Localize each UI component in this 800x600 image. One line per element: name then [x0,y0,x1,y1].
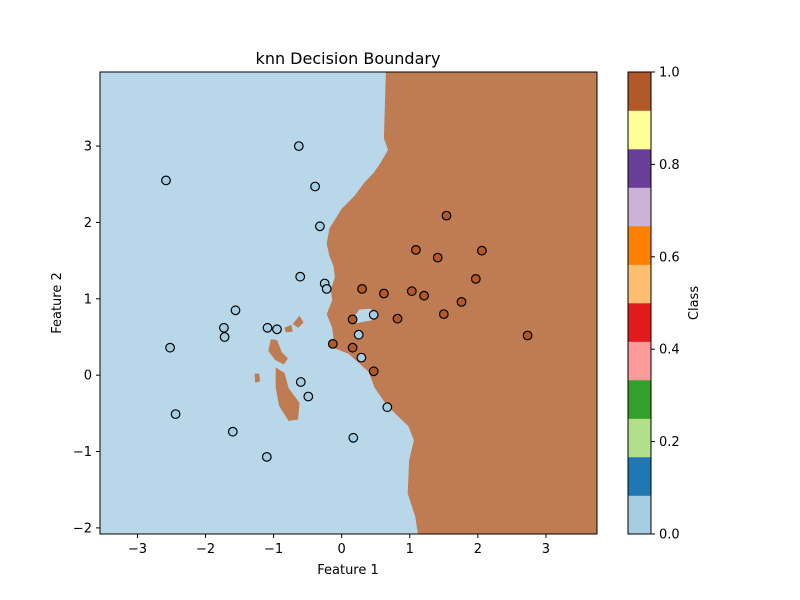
class0-point [293,141,304,152]
class0-point [310,181,321,192]
class1-point [379,288,389,299]
colorbar-tick-label: 0.8 [659,158,680,173]
colorbar-segment [628,380,651,419]
colorbar-segment [628,264,651,304]
colorbar-label: Class [687,286,702,320]
class1-point [470,274,481,284]
class0-point [295,377,306,387]
y-axis-label: Feature 2 [50,272,65,334]
class0-point [382,402,393,413]
class0-point [227,426,238,437]
class0-point [295,271,306,282]
chart-title: knn Decision Boundary [256,49,441,68]
colorbar-segment [628,418,651,458]
y-tick-label: 3 [84,140,92,155]
class0-point [218,322,229,333]
x-tick-label: 2 [474,542,482,557]
colorbar: 0.0 0.2 0.4 0.6 0.8 1.0 [627,66,680,543]
class1-point [347,342,358,353]
colorbar-segment [628,303,651,342]
class1-region-island [284,324,293,333]
plot-area [99,71,598,535]
class1-point [327,339,338,349]
colorbar-segment [628,149,651,188]
x-tick-label: −1 [264,542,283,557]
x-axis: −3 −2 −1 0 1 2 3 [128,534,550,557]
y-tick-label: 2 [84,216,92,231]
plot-frame [99,71,598,535]
colorbar-segment [628,72,651,111]
class0-point [230,305,241,316]
colorbar-segment [628,495,651,535]
colorbar-segment [628,110,651,150]
class0-point [161,175,171,186]
class1-region-island [254,373,260,383]
class0-point [262,322,273,333]
class0-point [303,391,314,402]
class0-point [353,329,364,340]
class1-point [347,314,358,325]
class1-point [456,297,467,307]
y-tick-label: 0 [84,369,92,384]
class1-point [522,330,533,341]
colorbar-tick-label: 0.0 [659,528,680,543]
class1-region-island [268,339,288,365]
class1-point [368,366,379,377]
x-tick-label: 0 [338,542,346,557]
x-tick-label: 3 [542,542,550,557]
colorbar-segment [628,226,651,265]
x-tick-label: −2 [196,542,215,557]
colorbar-tick-label: 0.2 [659,435,680,450]
colorbar-segment [628,457,651,496]
y-tick-label: −2 [73,521,92,536]
colorbar-frame [627,71,652,535]
y-tick-label: −1 [73,445,92,460]
class1-point [432,252,443,263]
class0-point [272,324,282,335]
y-axis: −2 −1 0 1 2 3 [73,140,100,536]
colorbar-segment [628,341,651,381]
x-tick-label: 1 [406,542,414,557]
class0-point [261,452,272,462]
class0-point [348,432,359,443]
class1-point [357,284,368,294]
class0-point [356,352,367,363]
class1-point [406,286,417,297]
class1-point [419,290,430,301]
class1-region-island [292,315,304,328]
class0-point [315,221,325,232]
class0-point [368,309,379,320]
colorbar-segment [628,187,651,227]
class1-point [438,309,449,320]
class0-point [321,284,332,294]
class1-point [411,244,421,255]
class1-point [392,313,403,324]
class0-point [219,332,230,342]
class0-point [165,342,176,353]
y-tick-label: 1 [84,292,92,307]
class1-point [477,245,487,256]
colorbar-tick-label: 0.6 [659,250,680,265]
colorbar-tick-label: 0.4 [659,343,680,358]
x-tick-label: −3 [128,542,147,557]
class0-point [170,409,181,420]
class1-region-island [275,367,300,421]
class1-point [441,210,452,221]
x-axis-label: Feature 1 [317,563,379,578]
colorbar-tick-label: 1.0 [659,66,680,81]
